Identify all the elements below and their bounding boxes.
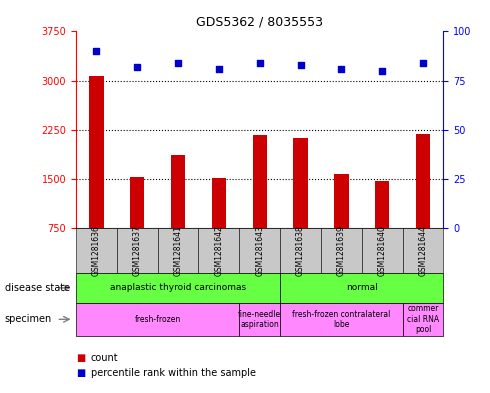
Text: anaplastic thyroid carcinomas: anaplastic thyroid carcinomas — [110, 283, 246, 292]
Point — [378, 68, 386, 74]
Text: GSM1281639: GSM1281639 — [337, 225, 346, 276]
Text: GSM1281637: GSM1281637 — [133, 225, 142, 276]
Text: GSM1281641: GSM1281641 — [173, 225, 183, 276]
Text: GSM1281644: GSM1281644 — [418, 225, 428, 276]
Bar — [294, 138, 308, 228]
Bar — [416, 134, 430, 228]
Bar — [375, 182, 390, 228]
Point — [338, 66, 345, 72]
Bar — [212, 178, 226, 228]
Point — [133, 64, 141, 70]
Text: ■: ■ — [76, 368, 85, 378]
Text: specimen: specimen — [5, 314, 52, 324]
Text: percentile rank within the sample: percentile rank within the sample — [91, 368, 256, 378]
Point — [93, 48, 100, 54]
Point — [296, 62, 304, 68]
Text: GSM1281643: GSM1281643 — [255, 225, 264, 276]
Bar — [334, 174, 348, 228]
Point — [256, 60, 264, 66]
Text: commer
cial RNA
pool: commer cial RNA pool — [407, 305, 439, 334]
Title: GDS5362 / 8035553: GDS5362 / 8035553 — [196, 16, 323, 29]
Text: disease state: disease state — [5, 283, 70, 293]
Text: GSM1281638: GSM1281638 — [296, 225, 305, 276]
Text: GSM1281640: GSM1281640 — [378, 225, 387, 276]
Bar — [89, 76, 103, 228]
Bar — [130, 177, 145, 228]
Bar — [252, 135, 267, 228]
Bar — [171, 154, 185, 228]
Text: fresh-frozen contralateral
lobe: fresh-frozen contralateral lobe — [292, 310, 391, 329]
Text: count: count — [91, 353, 118, 363]
Text: fine-needle
aspiration: fine-needle aspiration — [238, 310, 281, 329]
Text: fresh-frozen: fresh-frozen — [134, 315, 181, 324]
Point — [215, 66, 223, 72]
Point — [174, 60, 182, 66]
Text: GSM1281636: GSM1281636 — [92, 225, 101, 276]
Point — [419, 60, 427, 66]
Text: GSM1281642: GSM1281642 — [214, 225, 223, 276]
Text: normal: normal — [346, 283, 378, 292]
Text: ■: ■ — [76, 353, 85, 363]
